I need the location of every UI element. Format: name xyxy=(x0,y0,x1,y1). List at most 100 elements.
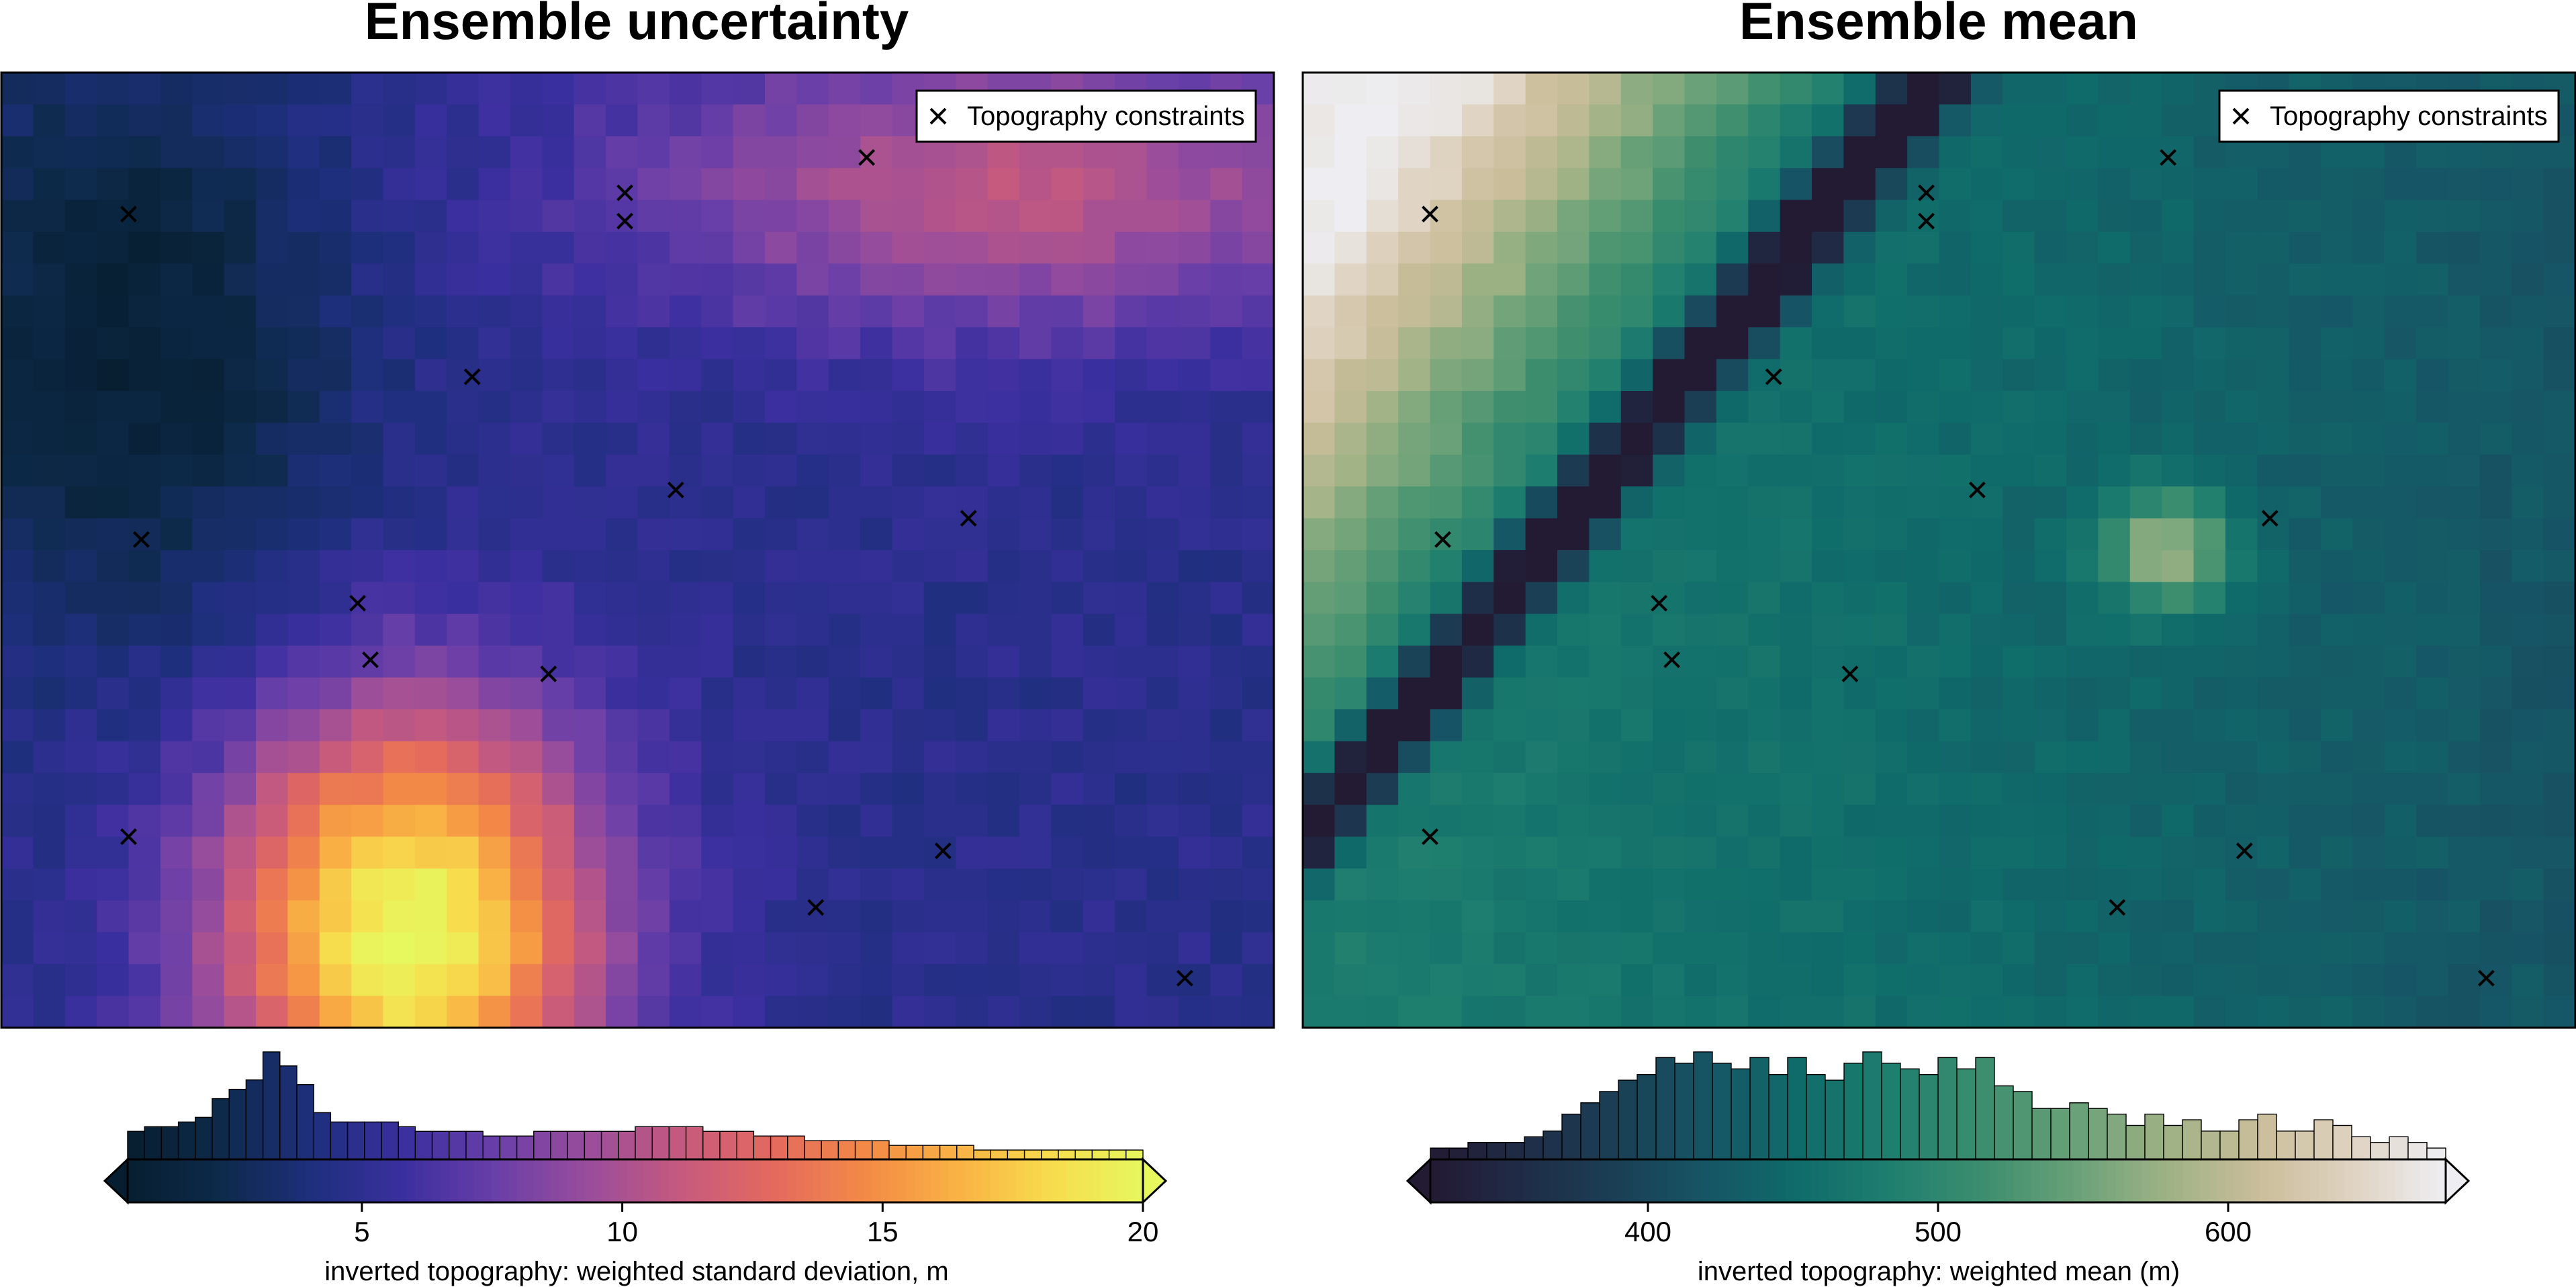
grid-cell xyxy=(1493,741,1526,774)
grid-cell xyxy=(510,772,543,805)
grid-cell xyxy=(160,805,193,838)
grid-cell xyxy=(478,995,511,1028)
grid-cell xyxy=(1366,741,1399,774)
grid-cell xyxy=(956,423,988,455)
grid-cell xyxy=(2003,550,2035,582)
grid-cell xyxy=(1812,900,1844,933)
grid-cell xyxy=(128,423,161,455)
grid-cell xyxy=(2162,995,2195,1028)
colorbar-segment xyxy=(1557,1159,1567,1202)
grid-cell xyxy=(892,582,925,615)
grid-cell xyxy=(414,741,447,774)
grid-cell xyxy=(1430,709,1463,742)
grid-cell xyxy=(478,613,511,646)
grid-cell xyxy=(2512,518,2544,551)
grid-cell xyxy=(2257,677,2290,710)
colorbar-segment xyxy=(1861,1159,1871,1202)
grid-cell xyxy=(447,168,479,201)
colorbar-segment xyxy=(2369,1159,2379,1202)
grid-cell xyxy=(351,964,384,997)
histogram-bar xyxy=(787,1135,805,1160)
histogram-bar xyxy=(1749,1057,1769,1160)
grid-cell xyxy=(2034,995,2067,1028)
grid-cell xyxy=(2129,900,2162,933)
grid-cell xyxy=(1178,582,1211,615)
grid-cell xyxy=(2162,327,2195,360)
grid-cell xyxy=(2129,486,2162,519)
grid-cell xyxy=(669,900,702,933)
grid-cell xyxy=(923,932,956,965)
grid-cell xyxy=(2321,454,2353,487)
grid-cell xyxy=(2129,295,2162,328)
grid-cell xyxy=(2289,168,2321,201)
grid-cell xyxy=(2384,932,2417,965)
grid-cell xyxy=(256,136,288,169)
grid-cell xyxy=(733,646,766,678)
grid-cell xyxy=(2512,168,2544,201)
grid-cell xyxy=(1620,232,1653,264)
grid-cell xyxy=(860,836,893,869)
colorbar-segment xyxy=(542,1159,551,1202)
grid-cell xyxy=(2257,454,2290,487)
grid-cell xyxy=(1843,805,1876,838)
grid-cell xyxy=(2225,964,2258,997)
grid-cell xyxy=(33,677,66,710)
grid-cell xyxy=(1083,582,1115,615)
colorbar-segment xyxy=(601,1159,610,1202)
grid-cell xyxy=(1557,932,1590,965)
grid-cell xyxy=(987,359,1020,392)
histogram-bar xyxy=(212,1098,230,1160)
grid-cell xyxy=(1557,327,1590,360)
grid-cell xyxy=(1525,932,1558,965)
grid-cell xyxy=(478,327,511,360)
grid-cell xyxy=(1019,964,1052,997)
grid-cell xyxy=(1970,964,2003,997)
grid-cell xyxy=(256,613,288,646)
grid-cell xyxy=(1083,964,1115,997)
grid-cell xyxy=(64,263,97,296)
grid-cell xyxy=(478,518,511,551)
grid-cell xyxy=(64,359,97,392)
colorbar-segment xyxy=(1540,1159,1549,1202)
grid-cell xyxy=(956,232,988,264)
grid-cell xyxy=(701,900,734,933)
grid-cell xyxy=(1366,327,1399,360)
grid-cell xyxy=(1907,646,1940,678)
grid-cell xyxy=(1334,582,1367,615)
grid-cell xyxy=(2321,709,2353,742)
grid-cell xyxy=(1970,327,2003,360)
grid-cell xyxy=(765,646,797,678)
grid-cell xyxy=(1653,232,1686,264)
grid-cell xyxy=(637,232,670,264)
grid-cell xyxy=(256,359,288,392)
grid-cell xyxy=(765,168,797,201)
colorbar-segment xyxy=(1650,1159,1659,1202)
colorbar-segment xyxy=(728,1159,737,1202)
grid-cell xyxy=(510,741,543,774)
grid-cell xyxy=(351,263,384,296)
grid-cell xyxy=(33,168,66,201)
grid-cell xyxy=(2512,836,2544,869)
grid-cell xyxy=(1178,518,1211,551)
grid-cell xyxy=(510,964,543,997)
grid-cell xyxy=(733,836,766,869)
grid-cell xyxy=(1303,295,1335,328)
colorbar-segment xyxy=(2251,1159,2260,1202)
grid-cell xyxy=(542,613,575,646)
grid-cell xyxy=(287,772,320,805)
grid-cell xyxy=(1115,964,1148,997)
grid-cell xyxy=(256,232,288,264)
grid-cell xyxy=(1146,869,1179,901)
grid-cell xyxy=(192,995,225,1028)
grid-cell xyxy=(987,391,1020,423)
grid-cell xyxy=(192,263,225,296)
colorbar-segment xyxy=(288,1159,297,1202)
grid-cell xyxy=(1557,869,1590,901)
histogram-bar xyxy=(2031,1108,2052,1160)
grid-cell xyxy=(2479,709,2512,742)
grid-cell xyxy=(1019,295,1052,328)
grid-cell xyxy=(1146,168,1179,201)
grid-cell xyxy=(1620,964,1653,997)
grid-cell xyxy=(2193,836,2226,869)
grid-cell xyxy=(1780,391,1812,423)
